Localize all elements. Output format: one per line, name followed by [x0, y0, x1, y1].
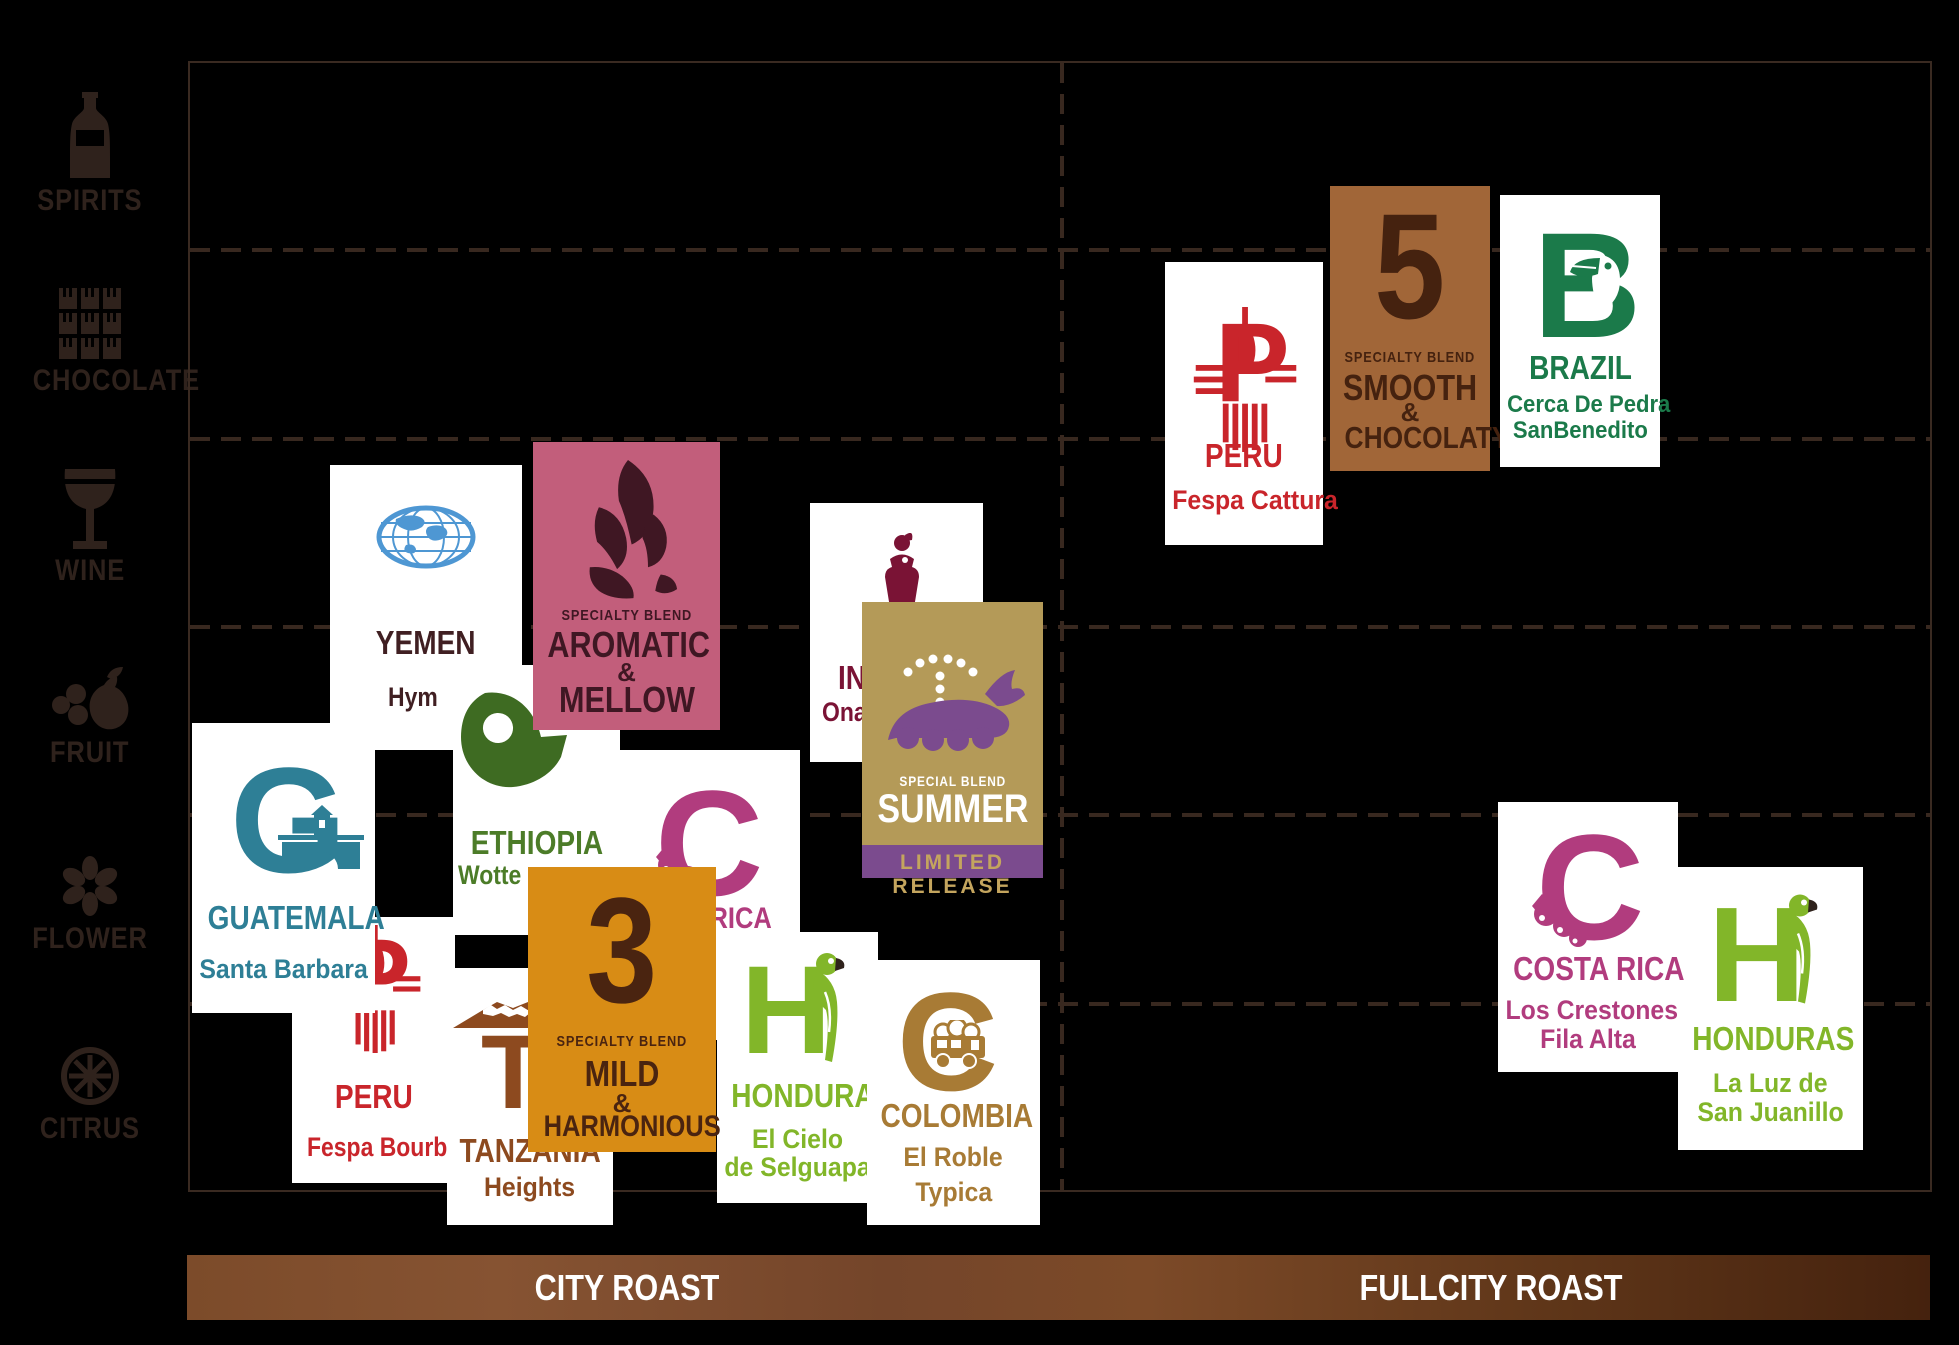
blend-line1: MILD: [584, 1053, 660, 1094]
card-country: IN: [838, 659, 867, 696]
category-label: CITRUS: [39, 1112, 141, 1145]
blend-kicker: SPECIALTY BLEND: [1344, 349, 1476, 366]
blend-line2: MELLOW: [558, 679, 695, 720]
card-subtitle: Los Crestones: [1505, 995, 1679, 1025]
card-country: HONDURAS: [731, 1077, 894, 1114]
toucan-icon: [1570, 254, 1620, 312]
card-subtitle: de Selguapa: [724, 1152, 871, 1182]
parrot-icon: [1786, 894, 1818, 1004]
card-brazil[interactable]: B BRAZIL Cerca De Pedra SanBenedito: [1500, 195, 1671, 467]
card-subtitle: San Juanillo: [1697, 1097, 1844, 1127]
chocolate-bar-icon: [59, 288, 121, 359]
category-label: CHOCOLATE: [32, 364, 201, 397]
card-subtitle: SanBenedito: [1512, 417, 1648, 444]
roast-divider: [1060, 63, 1064, 1190]
card-subtitle: Heights: [484, 1172, 576, 1202]
card-subtitle: El Cielo: [751, 1124, 844, 1154]
card-colombia[interactable]: C COLOMBIA El Roble Typica: [867, 960, 1040, 1225]
plot-area: [188, 61, 1932, 1192]
category-citrus: CITRUS: [18, 1046, 162, 1144]
card-subtitle: Ona: [822, 697, 867, 727]
card-country: PERU: [1205, 437, 1283, 474]
card-subtitle: Cerca De Pedra: [1507, 391, 1671, 418]
blend-amp: &: [1400, 397, 1420, 427]
category-spirits: SPIRITS: [18, 92, 162, 216]
blend-line2: CHOCOLATY: [1344, 420, 1510, 455]
card-subtitle: Fila Alta: [1540, 1024, 1636, 1054]
limited-release-banner: LIMITED RELEASE: [862, 845, 1043, 898]
blend-numeral: 3: [586, 866, 658, 1034]
category-label: SPIRITS: [37, 184, 143, 217]
card-peru-cattura[interactable]: P PERU Fespa Cattura: [1165, 262, 1338, 545]
whale-icon: [880, 634, 1025, 779]
card-subtitle: Fespa Bourbo: [307, 1132, 462, 1162]
card-country: GUATEMALA: [207, 899, 385, 936]
parrot-icon: [813, 953, 845, 1062]
wine-glass-icon: [63, 469, 117, 549]
card-blend-summer[interactable]: SPECIAL BLEND SUMMER LIMITED RELEASE: [862, 602, 1043, 898]
orchid-flowers-icon: [1532, 894, 1587, 947]
india-figure-icon: [880, 532, 924, 613]
flower-icon: [62, 856, 118, 916]
axis-label-city-roast: CITY ROAST: [534, 1267, 720, 1308]
card-yemen[interactable]: YEMEN Hym: [330, 465, 522, 750]
blend-line1: AROMATIC: [547, 624, 710, 665]
card-country: RICA: [709, 902, 772, 935]
blend-line1: SMOOTH: [1342, 367, 1478, 408]
card-country: YEMEN: [376, 624, 476, 661]
blend-amp: &: [617, 657, 636, 687]
blend-kicker: SPECIALTY BLEND: [556, 1033, 688, 1050]
jeep-icon: [931, 1020, 985, 1069]
category-label: FRUIT: [50, 736, 130, 769]
leaf-plume-icon: [568, 460, 688, 615]
ethiopia-pot-icon: [455, 685, 567, 805]
blend-kicker: SPECIAL BLEND: [899, 773, 1006, 789]
card-subtitle: Hym: [388, 682, 438, 712]
blend-line2: HARMONIOUS: [543, 1110, 721, 1143]
category-label: FLOWER: [32, 922, 148, 955]
card-subtitle: Fespa Cattura: [1172, 485, 1338, 515]
colonial-building-icon: [278, 805, 364, 869]
card-country: ETHIOPIA: [470, 824, 603, 861]
card-country: PERU: [334, 1078, 413, 1115]
fruit-icon: [52, 667, 129, 730]
card-costa-rica[interactable]: C COSTA RICA Los Crestones Fila Alta: [1498, 802, 1685, 1072]
card-subtitle: Typica: [915, 1177, 992, 1207]
card-country: BRAZIL: [1528, 349, 1632, 386]
category-chocolate: CHOCOLATE: [18, 287, 199, 396]
card-honduras-cielo[interactable]: H HONDURAS El Cielo de Selguapa: [717, 932, 894, 1203]
card-blend-5[interactable]: 5 SPECIALTY BLEND SMOOTH & CHOCOLATY: [1330, 182, 1510, 471]
category-wine: WINE: [18, 467, 162, 586]
blend-name: SUMMER: [876, 787, 1029, 831]
category-label: WINE: [55, 554, 125, 587]
category-flower: FLOWER: [18, 856, 162, 954]
card-honduras-laluz[interactable]: H HONDURAS La Luz de San Juanillo: [1678, 867, 1863, 1150]
blend-kicker: SPECIALTY BLEND: [561, 607, 692, 624]
card-blend-aromatic[interactable]: SPECIALTY BLEND AROMATIC & MELLOW: [533, 442, 720, 730]
blend-numeral: 5: [1374, 182, 1446, 350]
card-guatemala[interactable]: G GUATEMALA Santa Barbara: [192, 723, 385, 1013]
category-fruit: FRUIT: [18, 665, 162, 768]
card-subtitle: La Luz de: [1713, 1068, 1828, 1098]
globe-icon: [376, 505, 476, 574]
blend-amp: &: [612, 1088, 632, 1118]
card-subtitle: Wotte: [458, 860, 522, 890]
card-subtitle: Santa Barbara: [199, 954, 368, 984]
citrus-slice-icon: [61, 1047, 119, 1105]
axis-label-fullcity-roast: FULLCITY ROAST: [1359, 1267, 1623, 1308]
card-subtitle: El Roble: [903, 1142, 1004, 1172]
card-country: HONDURAS: [1692, 1020, 1855, 1057]
card-blend-3[interactable]: 3 SPECIALTY BLEND MILD & HARMONIOUS: [528, 866, 721, 1152]
card-peru-bourbon[interactable]: P PERU Fespa Bourbo: [292, 917, 462, 1183]
spirits-bottle-icon: [70, 92, 110, 178]
card-country: COLOMBIA: [880, 1097, 1034, 1134]
roast-axis-bar: CITY ROAST FULLCITY ROAST: [187, 1255, 1930, 1320]
card-country: COSTA RICA: [1513, 950, 1685, 987]
